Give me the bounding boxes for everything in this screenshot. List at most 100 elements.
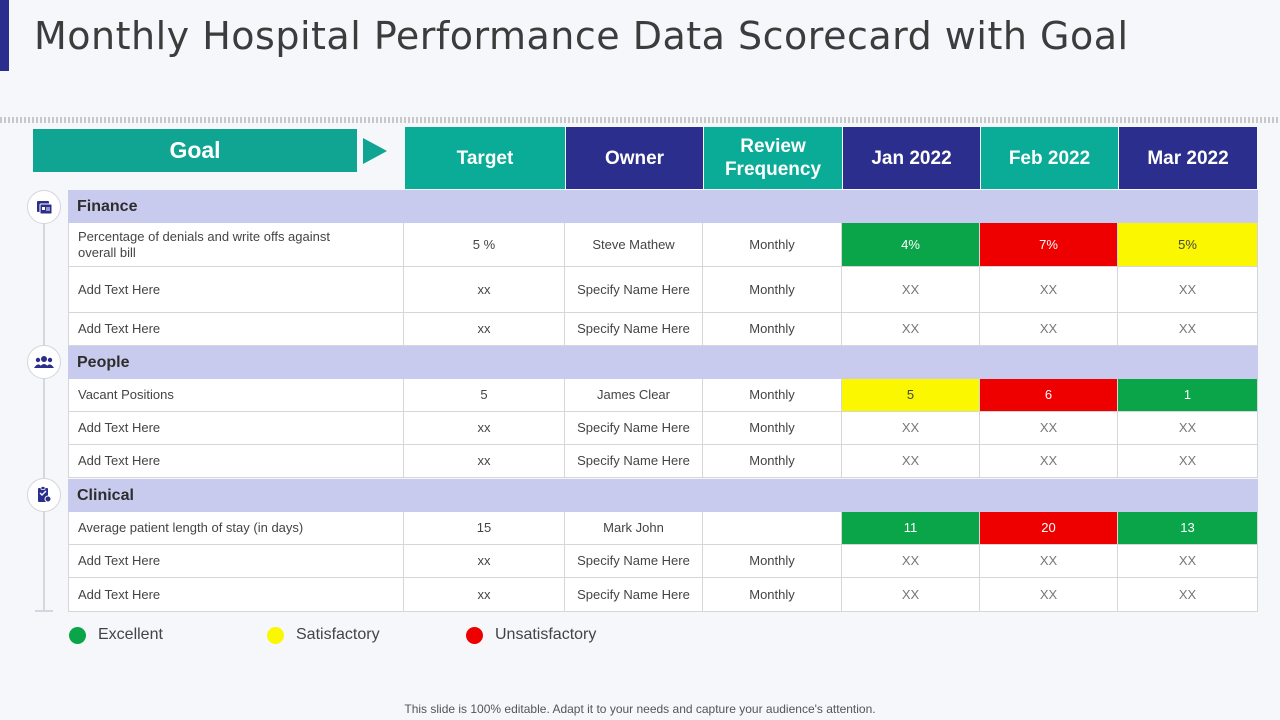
table-row: Percentage of denials and write offs aga…: [68, 223, 1258, 267]
review-cell: Monthly: [703, 445, 842, 477]
legend-unsatisfactory: Unsatisfactory: [466, 626, 596, 644]
mar-cell: XX: [1118, 545, 1258, 577]
target-cell: xx: [404, 545, 565, 577]
review-cell: Monthly: [703, 545, 842, 577]
owner-cell: Specify Name Here: [565, 412, 703, 444]
feb-cell: XX: [980, 545, 1118, 577]
page-title: Monthly Hospital Performance Data Scorec…: [34, 14, 1129, 58]
mar-cell: 1: [1118, 379, 1258, 411]
clinical-icon: [27, 478, 61, 512]
section-clinical: Clinical: [68, 479, 1258, 512]
mar-cell: XX: [1118, 445, 1258, 477]
mar-header: Mar 2022: [1119, 127, 1257, 189]
jan-header: Jan 2022: [843, 127, 980, 189]
owner-header: Owner: [566, 127, 703, 189]
mar-cell: XX: [1118, 267, 1258, 312]
review-cell: [703, 512, 842, 544]
feb-cell: XX: [980, 445, 1118, 477]
jan-cell: XX: [842, 545, 980, 577]
section-people: People: [68, 346, 1258, 379]
owner-cell: Specify Name Here: [565, 445, 703, 477]
legend-satisfactory-label: Satisfactory: [296, 626, 380, 643]
mar-cell: 13: [1118, 512, 1258, 544]
feb-cell: XX: [980, 412, 1118, 444]
review-cell: Monthly: [703, 223, 842, 266]
goal-cell: Add Text Here: [68, 578, 404, 611]
table-row: Add Text Here xx Specify Name Here Month…: [68, 267, 1258, 313]
owner-cell: Mark John: [565, 512, 703, 544]
table-row: Add Text Here xx Specify Name Here Month…: [68, 545, 1258, 578]
table-row: Vacant Positions 5 James Clear Monthly 5…: [68, 379, 1258, 412]
goal-cell: Add Text Here: [68, 412, 404, 444]
legend-excellent: Excellent: [69, 626, 163, 644]
owner-cell: Specify Name Here: [565, 545, 703, 577]
review-cell: Monthly: [703, 267, 842, 312]
owner-cell: Specify Name Here: [565, 578, 703, 611]
section-finance: Finance: [68, 190, 1258, 223]
target-cell: 5 %: [404, 223, 565, 266]
goal-cell: Add Text Here: [68, 545, 404, 577]
target-header: Target: [405, 127, 565, 189]
review-cell: Monthly: [703, 578, 842, 611]
feb-header: Feb 2022: [981, 127, 1118, 189]
review-header-line2: Frequency: [724, 159, 822, 180]
finance-icon: [27, 190, 61, 224]
target-cell: 5: [404, 379, 565, 411]
target-cell: xx: [404, 267, 565, 312]
red-dot-icon: [466, 626, 483, 644]
timeline-line: [43, 205, 45, 610]
jan-cell: XX: [842, 445, 980, 477]
legend-excellent-label: Excellent: [98, 626, 163, 643]
divider: [0, 117, 1280, 123]
jan-cell: XX: [842, 578, 980, 611]
target-cell: xx: [404, 578, 565, 611]
table-row: Add Text Here xx Specify Name Here Month…: [68, 445, 1258, 478]
mar-cell: XX: [1118, 313, 1258, 345]
feb-cell: XX: [980, 313, 1118, 345]
goal-cell: Add Text Here: [68, 445, 404, 477]
owner-cell: Steve Mathew: [565, 223, 703, 266]
green-dot-icon: [69, 626, 86, 644]
goal-cell: Add Text Here: [68, 313, 404, 345]
table-row: Average patient length of stay (in days)…: [68, 512, 1258, 545]
feb-cell: 20: [980, 512, 1118, 544]
jan-cell: 4%: [842, 223, 980, 266]
table-row: Add Text Here xx Specify Name Here Month…: [68, 313, 1258, 346]
footer-note: This slide is 100% editable. Adapt it to…: [404, 702, 876, 716]
goal-cell: Average patient length of stay (in days): [68, 512, 404, 544]
goal-cell: Add Text Here: [68, 267, 404, 312]
review-cell: Monthly: [703, 313, 842, 345]
review-cell: Monthly: [703, 379, 842, 411]
review-frequency-header: Review Frequency: [704, 127, 842, 189]
goal-header: Goal: [33, 129, 357, 172]
goal-cell: Vacant Positions: [68, 379, 404, 411]
table-row: Add Text Here xx Specify Name Here Month…: [68, 412, 1258, 445]
mar-cell: XX: [1118, 578, 1258, 611]
review-cell: Monthly: [703, 412, 842, 444]
jan-cell: 11: [842, 512, 980, 544]
owner-cell: Specify Name Here: [565, 313, 703, 345]
target-cell: xx: [404, 412, 565, 444]
owner-cell: Specify Name Here: [565, 267, 703, 312]
jan-cell: XX: [842, 412, 980, 444]
yellow-dot-icon: [267, 626, 284, 644]
owner-cell: James Clear: [565, 379, 703, 411]
target-cell: xx: [404, 313, 565, 345]
mar-cell: XX: [1118, 412, 1258, 444]
legend-satisfactory: Satisfactory: [267, 626, 380, 644]
feb-cell: 6: [980, 379, 1118, 411]
legend-unsatisfactory-label: Unsatisfactory: [495, 626, 597, 643]
mar-cell: 5%: [1118, 223, 1258, 266]
jan-cell: XX: [842, 267, 980, 312]
target-cell: 15: [404, 512, 565, 544]
feb-cell: XX: [980, 578, 1118, 611]
table-row: Add Text Here xx Specify Name Here Month…: [68, 578, 1258, 612]
arrow-right-icon: [363, 138, 387, 164]
jan-cell: XX: [842, 313, 980, 345]
feb-cell: 7%: [980, 223, 1118, 266]
accent-bar: [0, 0, 9, 71]
feb-cell: XX: [980, 267, 1118, 312]
goal-cell: Percentage of denials and write offs aga…: [68, 223, 404, 266]
people-icon: [27, 345, 61, 379]
timeline-foot: [35, 610, 53, 612]
